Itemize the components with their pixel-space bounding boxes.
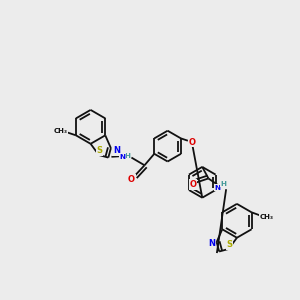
Text: H: H — [220, 181, 226, 187]
Text: N: N — [113, 146, 120, 155]
Text: N: N — [119, 154, 125, 160]
Text: O: O — [128, 175, 135, 184]
Text: CH₃: CH₃ — [53, 128, 68, 134]
Text: O: O — [188, 138, 195, 147]
Text: H: H — [124, 153, 130, 159]
Text: S: S — [226, 240, 232, 249]
Text: N: N — [208, 239, 215, 248]
Text: S: S — [97, 146, 103, 155]
Text: CH₃: CH₃ — [259, 214, 273, 220]
Text: N: N — [215, 185, 221, 191]
Text: O: O — [190, 180, 196, 189]
